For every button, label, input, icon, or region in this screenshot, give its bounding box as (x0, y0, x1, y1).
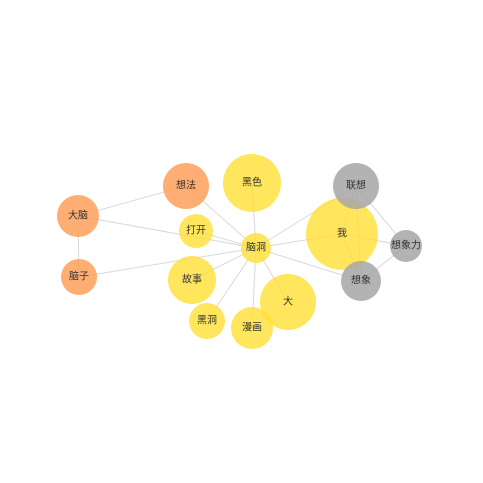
node-danao[interactable]: 大脑 (57, 195, 99, 237)
node-circle[interactable] (163, 163, 209, 209)
node-circle[interactable] (390, 230, 422, 262)
node-da[interactable]: 大 (260, 274, 316, 330)
node-lianxiang[interactable]: 联想 (333, 163, 379, 209)
node-xiangxiangli[interactable]: 想象力 (390, 230, 422, 262)
node-circle[interactable] (189, 303, 225, 339)
node-label: 想法 (176, 179, 196, 192)
node-circle[interactable] (306, 198, 378, 270)
node-naodong[interactable]: 脑洞 (241, 233, 271, 263)
node-label: 打开 (186, 224, 206, 237)
node-manhua[interactable]: 漫画 (231, 307, 273, 349)
node-label: 想象力 (391, 239, 421, 252)
node-label: 故事 (182, 273, 202, 286)
node-label: 黑洞 (197, 315, 217, 327)
node-xiangxiang[interactable]: 想象 (341, 261, 381, 301)
node-label: 联想 (346, 179, 366, 192)
node-circle[interactable] (241, 233, 271, 263)
node-label: 漫画 (242, 322, 262, 334)
node-xiangfa[interactable]: 想法 (163, 163, 209, 209)
node-gushi[interactable]: 故事 (168, 256, 216, 304)
node-heidong[interactable]: 黑洞 (189, 303, 225, 339)
node-label: 大脑 (68, 209, 88, 222)
edge-danao-naodong (77, 215, 257, 249)
node-label: 我 (337, 228, 347, 240)
node-dakai[interactable]: 打开 (179, 214, 213, 248)
node-heise[interactable]: 黑色 (223, 154, 281, 212)
node-label: 脑洞 (246, 241, 266, 254)
node-circle[interactable] (61, 259, 97, 295)
node-circle[interactable] (57, 195, 99, 237)
edge-naozi-naodong (78, 247, 257, 278)
node-label: 想象 (351, 274, 371, 287)
node-circle[interactable] (168, 256, 216, 304)
node-label: 黑色 (242, 176, 262, 189)
node-circle[interactable] (231, 307, 273, 349)
node-circle[interactable] (260, 274, 316, 330)
node-naozi[interactable]: 脑子 (61, 259, 97, 295)
node-circle[interactable] (223, 154, 281, 212)
node-wo[interactable]: 我 (306, 198, 378, 270)
node-circle[interactable] (179, 214, 213, 248)
node-circle[interactable] (333, 163, 379, 209)
node-label: 大 (283, 295, 293, 308)
node-label: 脑子 (69, 270, 89, 283)
node-circle[interactable] (341, 261, 381, 301)
